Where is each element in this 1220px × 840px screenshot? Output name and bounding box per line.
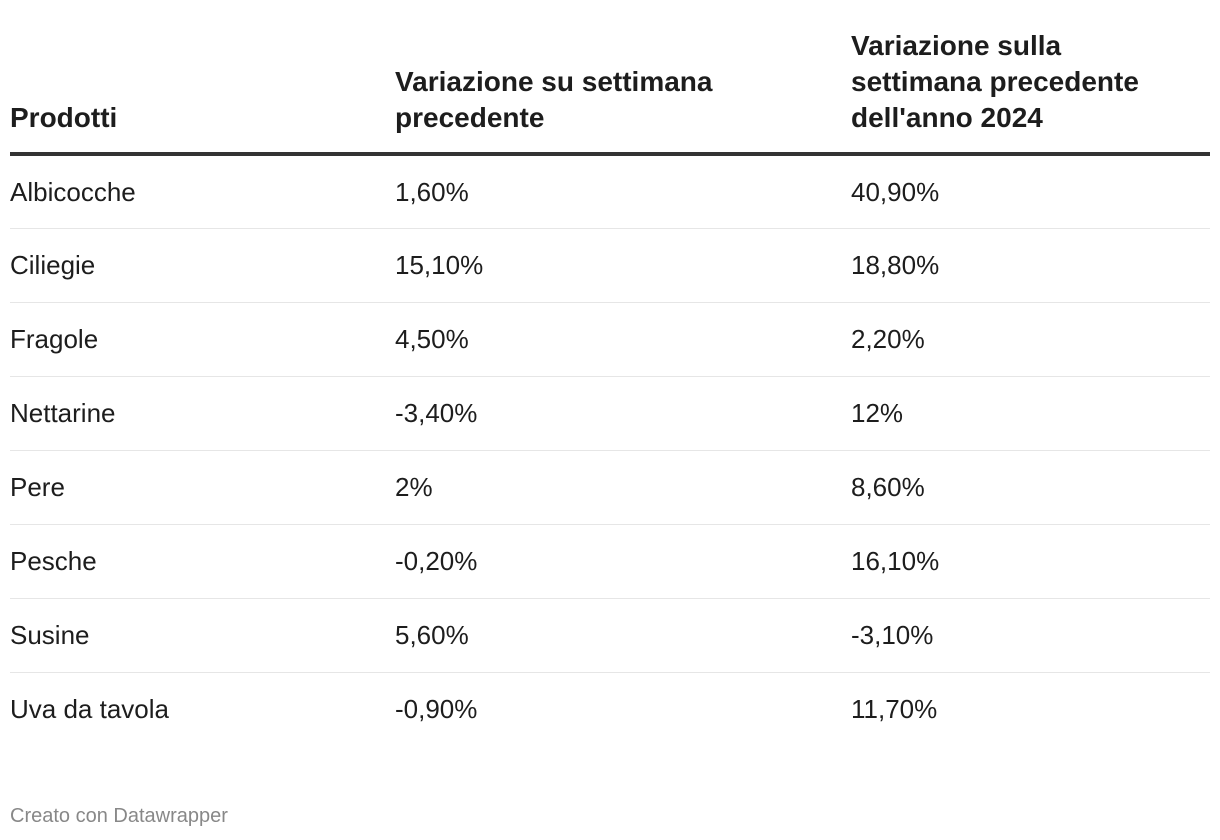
- cell-weekly-change: -0,90%: [395, 694, 478, 725]
- table-row: Pere 2% 8,60%: [10, 450, 1210, 525]
- cell-weekly-change: 1,60%: [395, 154, 851, 229]
- column-header-yearly-change[interactable]: Variazione sulla settimana precedente de…: [851, 0, 1210, 156]
- footer-credit: Creato con Datawrapper: [10, 805, 228, 827]
- table-row: Susine 5,60% -3,10%: [10, 598, 1210, 673]
- cell-weekly-change: 15,10%: [395, 228, 851, 303]
- table-row: Pesche -0,20% 16,10%: [10, 524, 1210, 599]
- cell-product: Pere: [10, 450, 395, 525]
- cell-weekly-change: -0,20%: [395, 524, 851, 599]
- table-row: Albicocche 1,60% 40,90%: [10, 154, 1210, 229]
- data-table: Prodotti Variazione su settimana precede…: [10, 0, 1210, 746]
- cell-product: Nettarine: [10, 376, 395, 451]
- cell-product: Pesche: [10, 524, 395, 599]
- cell-weekly-change: 2%: [395, 450, 851, 525]
- column-header-label: Variazione sulla settimana precedente de…: [851, 30, 1139, 133]
- column-header-label: Prodotti: [10, 102, 118, 133]
- cell-product: Susine: [10, 598, 395, 673]
- table-row: Fragole 4,50% 2,20%: [10, 302, 1210, 377]
- column-header-label: Variazione su settimana precedente: [395, 66, 713, 133]
- column-header-weekly-change[interactable]: Variazione su settimana precedente: [395, 0, 851, 156]
- cell-product: Ciliegie: [10, 228, 395, 303]
- table-row: Uva da tavola -0,90% 11,70%: [10, 672, 1210, 746]
- table-container: Prodotti Variazione su settimana precede…: [10, 0, 1210, 746]
- cell-yearly-change: 8,60%: [851, 450, 1210, 525]
- cell-yearly-change: -3,10%: [851, 598, 1210, 673]
- cell-yearly-change: 2,20%: [851, 302, 1210, 377]
- table-body: Albicocche 1,60% 40,90% Ciliegie 15,10% 18,80…: [10, 154, 1210, 746]
- cell-weekly-change: 5,60%: [395, 598, 851, 673]
- table-header-row: Prodotti Variazione su settimana precede…: [10, 0, 1210, 156]
- cell-yearly-change: 11,70%: [851, 694, 938, 725]
- cell-product: Albicocche: [10, 154, 395, 229]
- cell-weekly-change: 4,50%: [395, 302, 851, 377]
- cell-product: Uva da tavola: [10, 694, 169, 725]
- cell-yearly-change: 40,90%: [851, 154, 1210, 229]
- cell-yearly-change: 16,10%: [851, 524, 1210, 599]
- cell-yearly-change: 12%: [851, 376, 1210, 451]
- column-header-products[interactable]: Prodotti: [10, 0, 395, 156]
- cell-product: Fragole: [10, 302, 395, 377]
- cell-yearly-change: 18,80%: [851, 228, 1210, 303]
- cell-weekly-change: -3,40%: [395, 376, 851, 451]
- table-row: Ciliegie 15,10% 18,80%: [10, 228, 1210, 303]
- table-row: Nettarine -3,40% 12%: [10, 376, 1210, 451]
